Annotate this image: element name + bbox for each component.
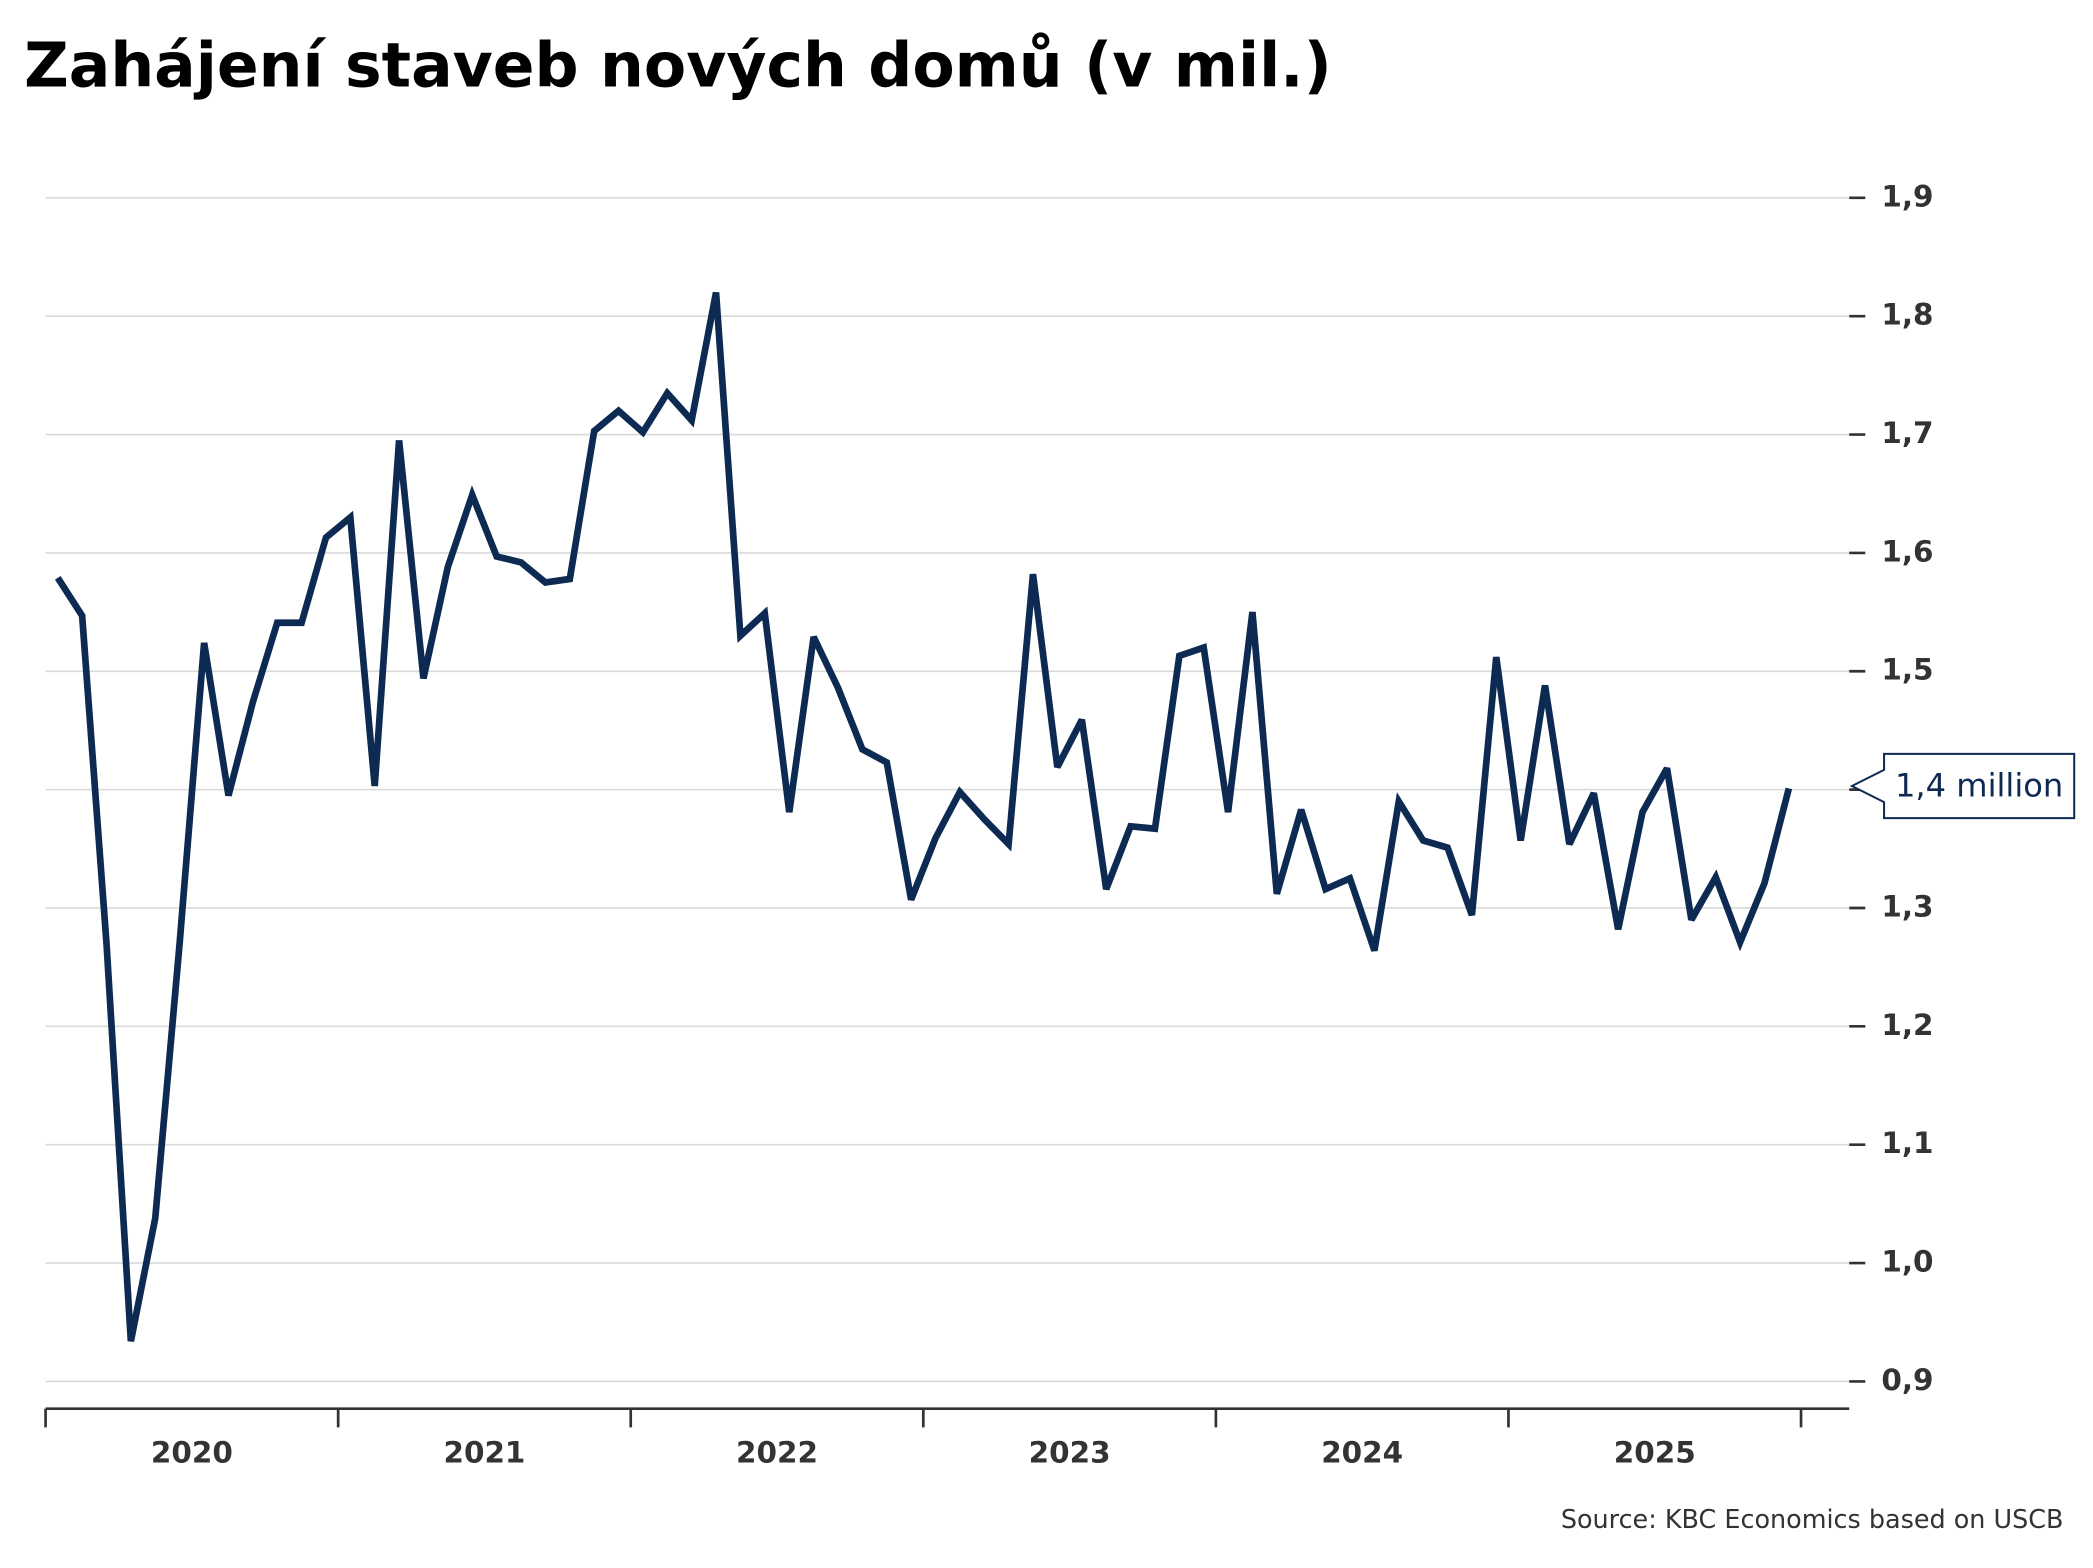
annotation-box (1849, 752, 2076, 820)
chart-title: Zahájení staveb nových domů (v mil.) (24, 30, 1332, 102)
y-tick-label: 1,9 (1881, 179, 1933, 213)
y-tick-label: 1,8 (1881, 298, 1933, 332)
y-tick-label: 1,5 (1881, 653, 1933, 687)
x-tick-label: 2023 (1029, 1436, 1111, 1470)
series-line (54, 291, 1793, 1342)
y-tick-label: 1,1 (1881, 1126, 1933, 1160)
x-tick-label: 2021 (443, 1436, 525, 1470)
y-tick-label: 1,0 (1881, 1245, 1933, 1279)
x-tick-label: 2022 (736, 1436, 818, 1470)
x-tick-label: 2024 (1321, 1436, 1403, 1470)
y-tick-label: 1,3 (1881, 889, 1933, 923)
y-tick-label: 1,6 (1881, 534, 1933, 568)
annotation: 1,4 million (1895, 766, 2063, 804)
source: Source: KBC Economics based on USCB (1561, 1504, 2064, 1534)
y-tick-label: 1,7 (1881, 416, 1933, 450)
y-tick-label: 1,2 (1881, 1008, 1933, 1042)
x-tick-label: 2025 (1614, 1436, 1696, 1470)
y-tick-label: 0,9 (1881, 1363, 1933, 1397)
x-tick-label: 2020 (151, 1436, 233, 1470)
